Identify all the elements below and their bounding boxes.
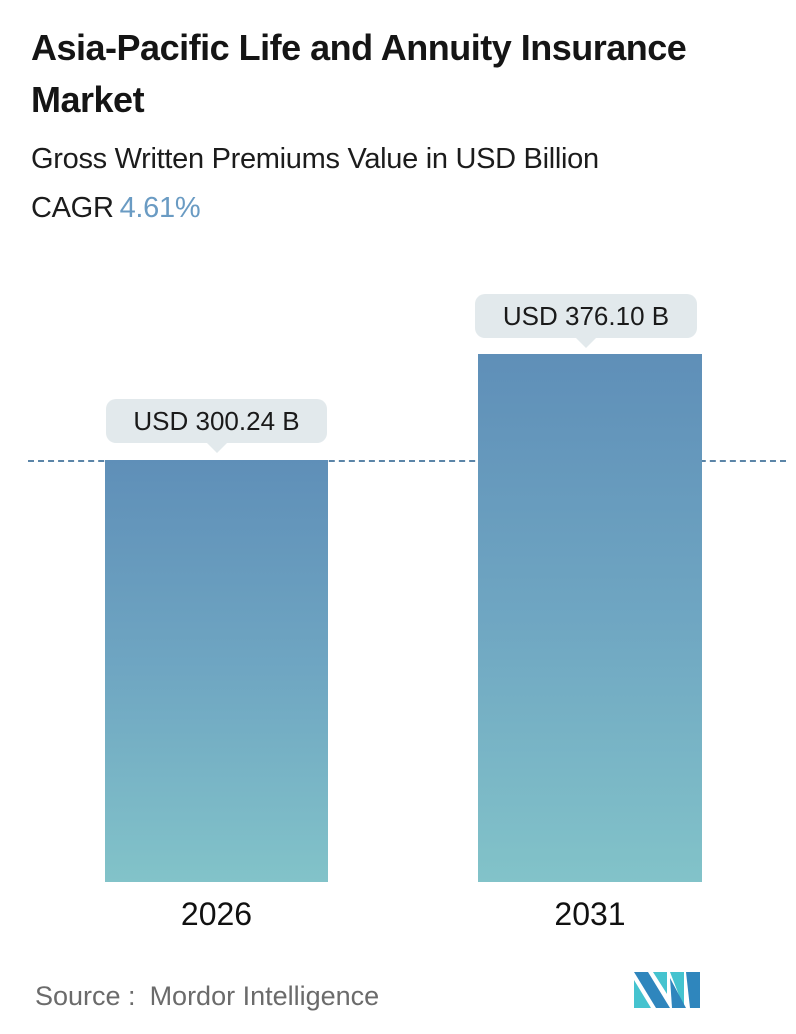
chart-subtitle: Gross Written Premiums Value in USD Bill… bbox=[31, 143, 599, 175]
x-axis-label-2031: 2031 bbox=[554, 896, 626, 932]
reference-dashed-line bbox=[28, 460, 786, 462]
cagr-line: CAGR 4.61% bbox=[31, 189, 201, 227]
chart-title: Asia-Pacific Life and Annuity Insurance … bbox=[31, 27, 687, 120]
bar-2026 bbox=[105, 460, 328, 882]
data-label-2026: USD 300.24 B bbox=[106, 399, 327, 453]
source-label: Source : bbox=[35, 981, 136, 1011]
x-axis-label-2026: 2026 bbox=[180, 896, 253, 932]
mordor-intelligence-logo-icon bbox=[634, 972, 700, 1008]
source-line: Source : Mordor Intelligence bbox=[35, 978, 379, 1014]
source-name: Mordor Intelligence bbox=[149, 981, 380, 1011]
cagr-value: 4.61% bbox=[119, 192, 201, 224]
cagr-label: CAGR bbox=[31, 192, 114, 224]
bar-2031 bbox=[478, 354, 702, 882]
data-label-2031: USD 376.10 B bbox=[475, 294, 697, 348]
